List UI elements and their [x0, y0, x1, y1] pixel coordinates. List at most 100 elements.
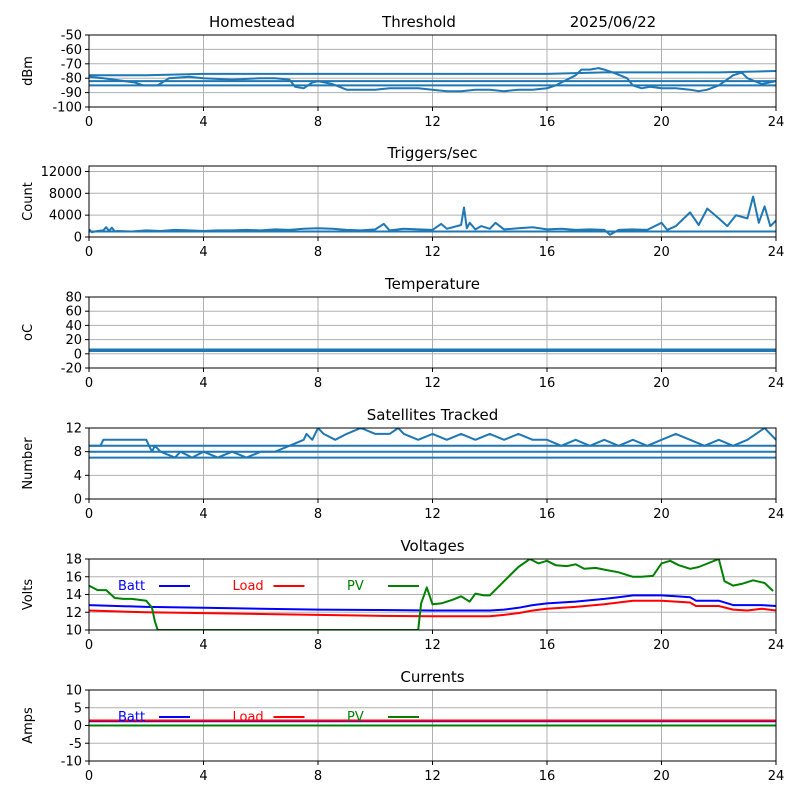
x-tick-label: 8 [314, 376, 322, 391]
x-tick-label: 0 [85, 638, 93, 653]
y-tick-label: 18 [65, 553, 82, 568]
legend-label-batt: Batt [118, 579, 145, 594]
x-tick-label: 12 [424, 638, 441, 653]
legend-label-pv: PV [347, 579, 364, 594]
x-tick-label: 20 [653, 769, 670, 784]
x-tick-label: 20 [653, 376, 670, 391]
y-tick-label: 14 [65, 588, 82, 603]
series-line-load [89, 599, 776, 618]
x-tick-label: 8 [314, 245, 322, 260]
x-tick-label: 12 [424, 115, 441, 130]
x-tick-label: 12 [424, 507, 441, 522]
y-tick-label: -50 [61, 29, 82, 44]
y-tick-label: 10 [65, 624, 82, 639]
legend-label-pv: PV [347, 710, 364, 725]
y-tick-label: -5 [69, 737, 82, 752]
y-tick-label: 0 [74, 719, 82, 734]
x-tick-label: 4 [199, 507, 207, 522]
x-tick-label: 0 [85, 245, 93, 260]
y-tick-label: 12 [65, 422, 82, 437]
x-tick-label: 16 [539, 115, 556, 130]
y-tick-label: 0 [74, 231, 82, 246]
x-tick-label: 24 [768, 638, 785, 653]
y-tick-label: -20 [61, 362, 82, 377]
panel-currents: 0 4 8 12 16 20 24 -10 -5 0 5 10 Currents Amps Batt Load… [21, 668, 784, 784]
y-tick-label: -100 [52, 101, 82, 116]
x-tick-label: 0 [85, 376, 93, 391]
panel-title: Satellites Tracked [367, 406, 498, 424]
series-line-pv [89, 559, 774, 630]
station-title: Homestead [209, 13, 295, 31]
y-axis-label: Volts [21, 579, 36, 611]
x-tick-label: 4 [199, 245, 207, 260]
y-axis-label: Amps [21, 707, 36, 744]
x-tick-label: 20 [653, 638, 670, 653]
x-tick-label: 16 [539, 245, 556, 260]
x-tick-label: 12 [424, 376, 441, 391]
panel-satellites: 0 4 8 12 16 20 24 0 4 8 12 Satellites Tracked Number [21, 406, 784, 522]
y-tick-label: 8 [74, 445, 82, 460]
x-tick-label: 8 [314, 638, 322, 653]
series-group [89, 428, 776, 459]
y-tick-label: 12000 [41, 165, 82, 180]
x-tick-label: 8 [314, 769, 322, 784]
series-group [89, 195, 776, 236]
x-tick-label: 16 [539, 376, 556, 391]
x-tick-label: 20 [653, 245, 670, 260]
series-line-1 [89, 70, 776, 77]
panel-title: Triggers/sec [387, 144, 478, 162]
x-tick-label: 12 [424, 769, 441, 784]
x-tick-label: 24 [768, 769, 785, 784]
y-axis-label: Count [21, 182, 36, 221]
series-line-0 [89, 428, 776, 459]
legend-label-load: Load [233, 710, 264, 725]
y-tick-label: 60 [65, 305, 82, 320]
y-tick-label: 0 [74, 493, 82, 508]
x-tick-label: 24 [768, 507, 785, 522]
mode-title: Threshold [381, 13, 456, 31]
y-tick-label: 12 [65, 606, 82, 621]
x-tick-label: 12 [424, 245, 441, 260]
y-tick-label: 5 [74, 701, 82, 716]
y-axis-label: dBm [21, 56, 36, 86]
series-group [89, 348, 776, 352]
y-tick-label: 40 [65, 319, 82, 334]
x-tick-label: 24 [768, 115, 785, 130]
y-axis-label: oC [21, 324, 36, 341]
y-tick-label: -10 [61, 755, 82, 770]
series-group [89, 559, 776, 630]
panel-title: Voltages [400, 537, 464, 555]
x-tick-label: 24 [768, 376, 785, 391]
x-tick-label: 8 [314, 507, 322, 522]
x-tick-label: 16 [539, 507, 556, 522]
x-tick-label: 20 [653, 507, 670, 522]
x-tick-label: 4 [199, 115, 207, 130]
y-tick-label: 10 [65, 684, 82, 699]
panel-signal: 0 4 8 12 16 20 24 -50-60-70-80-90-100 dBm [21, 29, 784, 131]
date-title: 2025/06/22 [570, 13, 656, 31]
series-group [89, 719, 776, 727]
series-line-0 [89, 67, 776, 93]
y-tick-label: 16 [65, 570, 82, 585]
series-line-batt [89, 594, 776, 612]
y-tick-label: 4000 [49, 209, 82, 224]
y-tick-label: 8000 [49, 187, 82, 202]
x-tick-label: 16 [539, 638, 556, 653]
x-tick-label: 20 [653, 115, 670, 130]
x-tick-label: 16 [539, 769, 556, 784]
x-tick-label: 4 [199, 376, 207, 391]
y-tick-label: 0 [74, 347, 82, 362]
panel-title: Currents [400, 668, 464, 686]
legend-label-batt: Batt [118, 710, 145, 725]
y-tick-label: 4 [74, 469, 82, 484]
x-tick-label: 4 [199, 638, 207, 653]
series-group [89, 67, 776, 93]
y-tick-label: 80 [65, 291, 82, 306]
y-tick-label: -90 [61, 86, 82, 101]
panel-voltages: 0 4 8 12 16 20 24 10 12 14 16 18 Voltages Volts Batt Lo… [21, 537, 784, 653]
x-tick-label: 24 [768, 245, 785, 260]
panel-triggers: 0 4 8 12 16 20 24 0 4000 8000 12000 Triggers/sec Cou… [21, 144, 784, 260]
x-tick-label: 8 [314, 115, 322, 130]
